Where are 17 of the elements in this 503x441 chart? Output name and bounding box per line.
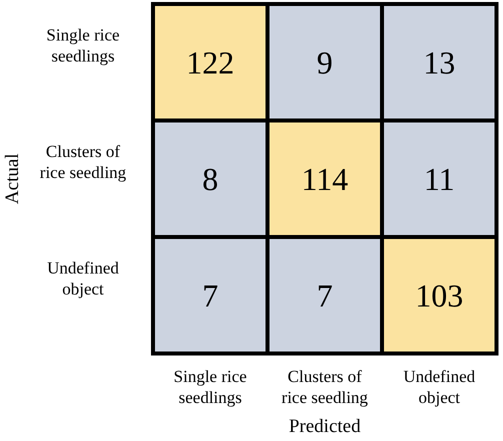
data-label: 13 [423, 44, 456, 80]
data-label: 11 [424, 160, 455, 197]
x-tick-label: Clusters of rice seedling [282, 367, 368, 407]
y-tick-label: Clusters of rice seedling [40, 142, 127, 182]
data-label: 7 [316, 277, 333, 314]
x-axis-title: Predicted [288, 416, 362, 437]
data-label: 7 [202, 277, 218, 314]
y-tick-label: Undefined object [47, 258, 120, 298]
x-tick-label: Single rice seedlings [174, 367, 247, 407]
y-axis-title: Actual [2, 153, 23, 204]
data-label: 8 [202, 160, 218, 197]
data-label: 9 [316, 44, 333, 80]
x-tick-label: Undefined object [403, 367, 476, 407]
data-label: 114 [301, 160, 348, 197]
y-tick-label: Single rice seedlings [46, 25, 120, 66]
data-label: 122 [186, 44, 234, 80]
data-label: 103 [415, 277, 464, 314]
